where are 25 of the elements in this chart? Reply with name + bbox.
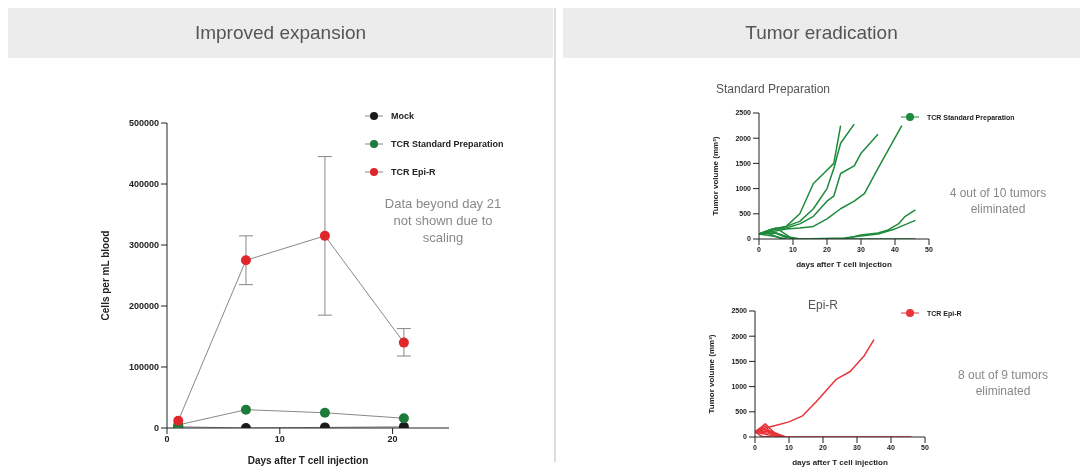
x-axis-title: Days after T cell injection <box>247 455 369 466</box>
x-tick-label: 0 <box>164 434 170 445</box>
y-tick-label: 500000 <box>128 118 159 129</box>
annotation: Data beyond day 21 not shown due to scaling <box>383 196 503 247</box>
chart-title: Tumor eradication <box>563 8 1080 58</box>
y-tick-label: 200000 <box>128 301 159 312</box>
y-tick-label: 0 <box>153 423 159 434</box>
y-axis-title: Cells per mL blood <box>99 230 111 321</box>
legend-label: TCR Epi-R <box>391 167 436 177</box>
y-axis-title: Tumor volume (mm³) <box>710 136 720 216</box>
text: 8 out of 9 tumors eliminated <box>956 368 1049 400</box>
y-tick-label: 100000 <box>128 362 159 373</box>
chart-title: Epi-R <box>807 298 838 312</box>
legend-label: Mock <box>391 111 415 121</box>
x-axis-title: days after T cell injection <box>792 458 888 467</box>
x-axis-title: days after T cell injection <box>796 260 892 269</box>
legend-label: TCR Standard Preparation <box>391 139 504 149</box>
y-tick-label: 300000 <box>128 240 159 251</box>
x-tick-label: 10 <box>274 434 285 445</box>
chart-title: Improved expansion <box>8 8 553 58</box>
text: 4 out of 10 tumors eliminated <box>948 186 1048 218</box>
y-tick-label: 400000 <box>128 179 159 190</box>
chart-subtitle: Standard Preparation <box>714 82 832 96</box>
x-tick-label: 20 <box>387 434 398 445</box>
y-axis-title: Tumor volume (mm³) <box>706 334 716 414</box>
